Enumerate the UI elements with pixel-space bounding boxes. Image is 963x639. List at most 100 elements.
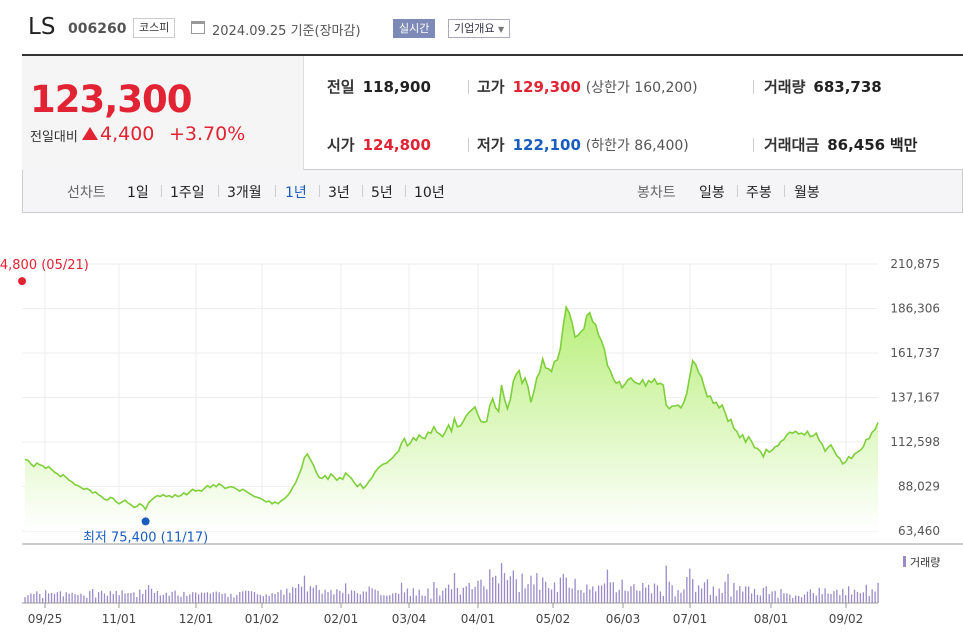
tab-3y[interactable]: 3년 <box>328 185 350 201</box>
tab-3m[interactable]: 3개월 <box>227 185 262 201</box>
volume-bar <box>647 584 650 603</box>
volume-bar <box>527 584 529 603</box>
volume-bar <box>515 579 517 603</box>
volume-bar <box>450 589 453 603</box>
volume-bar <box>686 576 688 603</box>
tab-5y[interactable]: 5년 <box>371 185 393 201</box>
volume-bar <box>462 587 464 603</box>
volume-bar <box>665 565 667 603</box>
volume-bar <box>589 589 591 603</box>
volume-bar <box>780 589 782 603</box>
x-tick-label: 09/25 <box>28 612 63 626</box>
volume-bar <box>715 596 717 603</box>
volume-bar <box>730 596 732 603</box>
x-tick-label: 04/01 <box>461 612 496 626</box>
volume-bar <box>297 584 300 603</box>
volume-bar <box>474 586 476 603</box>
volume-bar <box>333 594 335 603</box>
volume-bar <box>445 587 447 603</box>
chart-tabs: 선차트 1일 1주일 3개월 1년 3년 5년 10년 봉차트 일봉 주봉 월봉 <box>22 170 963 213</box>
volume-bar <box>62 596 64 603</box>
volume-bar <box>465 586 467 603</box>
volume-bar <box>759 595 762 603</box>
max-label: 최고 194,800 (05/21) <box>0 258 89 273</box>
volume-bar <box>642 582 644 603</box>
volume-bar <box>424 595 426 603</box>
volume-bar <box>153 592 156 603</box>
open-price: 시가 124,800 <box>327 136 431 154</box>
tab-monthly[interactable]: 월봉 <box>794 185 820 201</box>
volume-bar <box>118 595 120 603</box>
volume-bar <box>574 578 576 603</box>
volume-bar <box>121 590 123 603</box>
volume-bar <box>806 591 809 603</box>
volume-bar <box>865 584 867 603</box>
volume-bar <box>412 588 414 603</box>
volume-bar <box>83 595 85 603</box>
volume-bar <box>706 579 709 603</box>
tab-1w[interactable]: 1주일 <box>170 185 205 201</box>
tab-weekly[interactable]: 주봉 <box>746 185 772 201</box>
volume-bar <box>753 588 756 603</box>
volume-bar <box>597 585 600 603</box>
corp-info-dropdown[interactable]: 기업개요 ▼ <box>448 19 511 38</box>
volume-bar <box>550 589 553 603</box>
volume-bar <box>306 591 309 603</box>
volume-bar <box>521 573 523 603</box>
volume-bar <box>430 598 432 603</box>
volume-bar <box>639 591 641 603</box>
stock-code: 006260 <box>68 21 127 37</box>
volume-bar <box>65 592 67 603</box>
volume-bar <box>292 587 294 603</box>
volume-bar <box>159 595 162 603</box>
current-price: 123,300 <box>30 78 193 121</box>
low-price: 저가 122,100 (하한가 86,400) <box>477 136 689 154</box>
compare-label: 전일대비 <box>30 130 78 145</box>
stock-header: LS 006260 코스피 2024.09.25 기준(장마감) 실시간 기업개… <box>0 0 963 54</box>
volume-bar <box>224 593 226 603</box>
tab-daily[interactable]: 일봉 <box>699 185 725 201</box>
volume-bar <box>177 595 179 603</box>
volume-bar <box>345 583 347 603</box>
volume-bar <box>218 592 220 603</box>
volume-bar <box>97 592 100 603</box>
volume-bar <box>359 594 362 603</box>
volume-bar <box>509 576 512 603</box>
volume-bar <box>733 582 735 603</box>
volume-bar <box>271 593 273 603</box>
tab-10y[interactable]: 10년 <box>414 185 445 201</box>
volume-bar <box>621 579 623 603</box>
volume-bar <box>568 587 570 603</box>
volume-bar <box>874 591 876 603</box>
volume-bar <box>695 591 697 603</box>
max-marker <box>18 277 27 286</box>
volume-bar <box>624 590 626 603</box>
volume-bar <box>862 592 864 603</box>
volume-bar <box>771 591 773 603</box>
tab-1d[interactable]: 1일 <box>127 185 149 201</box>
volume-bar <box>89 590 91 603</box>
volume-bar <box>309 586 312 603</box>
volume-bar <box>39 593 41 603</box>
volume-bar <box>453 573 456 603</box>
realtime-button[interactable]: 실시간 <box>393 19 436 38</box>
volume-bar <box>400 582 403 603</box>
tab-1y[interactable]: 1년 <box>285 185 307 201</box>
volume-bar <box>215 591 217 603</box>
volume-bar <box>580 590 582 603</box>
volume-bar <box>203 592 206 603</box>
volume-bar <box>189 594 191 603</box>
volume-bar <box>503 572 506 603</box>
y-tick-label: 161,737 <box>890 346 940 360</box>
volume-bar <box>877 582 879 603</box>
volume-bar <box>283 594 285 603</box>
volume-bar <box>136 597 138 603</box>
volume-bar <box>162 594 164 603</box>
volume-bar <box>242 591 244 603</box>
trade-amount: 거래대금 86,456 백만 <box>764 136 918 154</box>
volume-bar <box>56 592 59 603</box>
volume-bar <box>786 593 788 603</box>
volume-bar <box>80 593 82 603</box>
volume-legend-swatch <box>903 556 906 567</box>
y-tick-label: 63,460 <box>898 524 940 538</box>
